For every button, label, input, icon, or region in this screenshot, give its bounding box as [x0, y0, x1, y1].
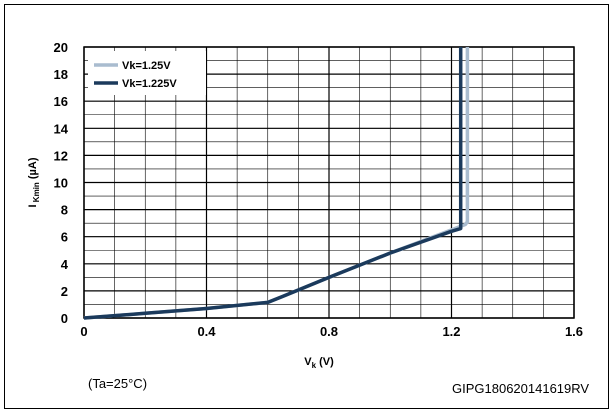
legend-box [88, 51, 206, 95]
temperature-note: (Ta=25°C) [88, 376, 148, 391]
x-tick-label: 0 [80, 324, 87, 339]
y-tick-label: 14 [54, 121, 69, 136]
y-tick-label: 0 [61, 311, 68, 326]
legend-label-1: Vk=1.25V [122, 60, 171, 72]
y-tick-label: 16 [54, 94, 68, 109]
y-tick-label: 12 [54, 148, 68, 163]
y-axis-label: I Kmin (µA) [27, 157, 41, 207]
y-tick-label: 6 [61, 230, 68, 245]
series-line-2 [83, 47, 463, 320]
legend-label-2: Vk=1.225V [122, 78, 177, 90]
y-tick-label: 18 [54, 67, 68, 82]
y-tick-label: 8 [61, 203, 68, 218]
x-tick-label: 1.6 [565, 324, 583, 339]
x-axis-label: Vk (V) [304, 356, 334, 370]
x-tick-label: 0.8 [320, 324, 338, 339]
y-tick-label: 2 [61, 284, 68, 299]
y-tick-label: 4 [61, 257, 69, 272]
plot-border [83, 46, 575, 319]
y-tick-label: 20 [54, 40, 68, 55]
y-tick-label: 10 [54, 176, 68, 191]
x-tick-label: 0.4 [197, 324, 216, 339]
figure-code: GIPG180620141619RV [452, 381, 590, 396]
x-tick-label: 1.2 [442, 324, 460, 339]
